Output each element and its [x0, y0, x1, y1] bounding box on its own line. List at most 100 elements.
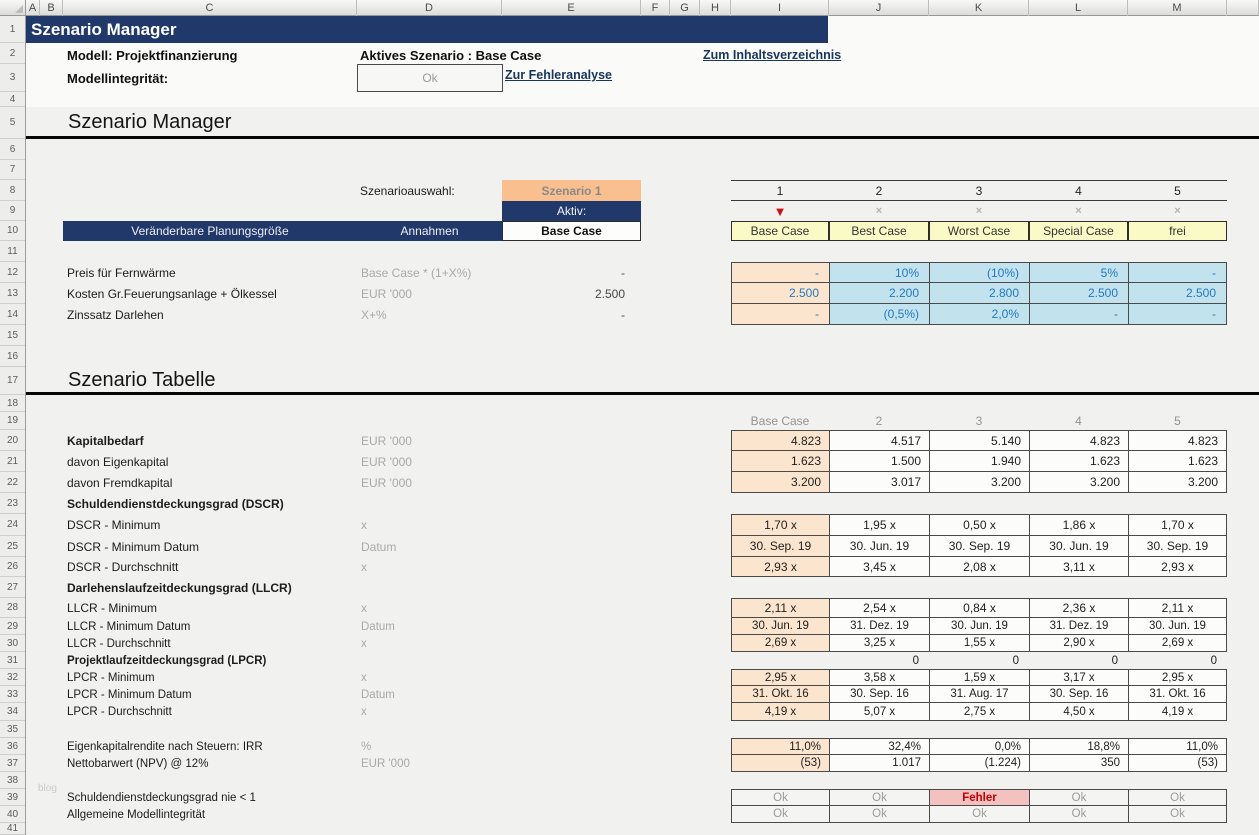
input-cell[interactable]: -: [1128, 262, 1227, 283]
row-header[interactable]: 18: [0, 395, 25, 412]
input-cell[interactable]: 5%: [1029, 262, 1128, 283]
table-value-cell[interactable]: 30. Sep. 16: [1029, 686, 1128, 703]
input-cell[interactable]: 2.800: [929, 283, 1029, 304]
integrity-status-button[interactable]: Ok: [357, 64, 503, 92]
error-analysis-link[interactable]: Zur Fehleranalyse: [505, 68, 612, 82]
scenario-number-cell[interactable]: 5: [1128, 180, 1227, 201]
column-header[interactable]: A: [26, 0, 40, 16]
select-all-corner[interactable]: [0, 0, 26, 16]
scenario-name-cell[interactable]: Worst Case: [929, 221, 1029, 241]
input-cell[interactable]: 2,0%: [929, 304, 1029, 325]
input-cell[interactable]: (0,5%): [829, 304, 929, 325]
input-cell[interactable]: -: [731, 304, 829, 325]
table-value-cell[interactable]: 1,55 x: [929, 635, 1029, 652]
table-value-cell[interactable]: 1.623: [731, 451, 829, 472]
table-value-cell[interactable]: 1.940: [929, 451, 1029, 472]
table-value-cell[interactable]: 2,75 x: [929, 703, 1029, 721]
row-header[interactable]: 31: [0, 652, 25, 669]
table-value-cell[interactable]: 4.517: [829, 430, 929, 451]
status-cell[interactable]: Ok: [1029, 789, 1128, 806]
table-value-cell[interactable]: 4.823: [1128, 430, 1227, 451]
table-value-cell[interactable]: 31. Dez. 19: [829, 618, 929, 635]
input-cell[interactable]: 10%: [829, 262, 929, 283]
column-header[interactable]: K: [929, 0, 1029, 16]
table-value-cell[interactable]: 2,93 x: [1128, 557, 1227, 577]
table-value-cell[interactable]: 1,86 x: [1029, 514, 1128, 536]
row-header[interactable]: 35: [0, 721, 25, 738]
table-value-cell[interactable]: 350: [1029, 755, 1128, 772]
table-value-cell[interactable]: 30. Jun. 19: [829, 536, 929, 557]
table-value-cell[interactable]: (1.224): [929, 755, 1029, 772]
column-header[interactable]: E: [502, 0, 641, 16]
input-cell[interactable]: 2.500: [1128, 283, 1227, 304]
row-header[interactable]: 39: [0, 789, 25, 806]
table-value-cell[interactable]: 3,17 x: [1029, 669, 1128, 686]
table-value-cell[interactable]: 4,19 x: [731, 703, 829, 721]
column-header[interactable]: H: [700, 0, 731, 16]
row-header[interactable]: 5: [0, 107, 25, 139]
table-value-cell[interactable]: 2,11 x: [731, 598, 829, 618]
row-header[interactable]: 15: [0, 325, 25, 346]
table-value-cell[interactable]: 31. Okt. 16: [731, 686, 829, 703]
column-header-partial[interactable]: [1227, 0, 1259, 16]
column-header[interactable]: M: [1128, 0, 1227, 16]
table-value-cell[interactable]: 1.623: [1029, 451, 1128, 472]
table-value-cell[interactable]: 2,90 x: [1029, 635, 1128, 652]
row-header[interactable]: 25: [0, 536, 25, 557]
table-value-cell[interactable]: 30. Jun. 19: [1029, 536, 1128, 557]
row-header[interactable]: 20: [0, 430, 25, 451]
table-value-cell[interactable]: 2,36 x: [1029, 598, 1128, 618]
row-header[interactable]: 19: [0, 412, 25, 430]
table-value-cell[interactable]: 1,70 x: [731, 514, 829, 536]
row-header[interactable]: 28: [0, 598, 25, 618]
scenario-number-cell[interactable]: 4: [1029, 180, 1128, 201]
row-header[interactable]: 8: [0, 180, 25, 201]
row-header[interactable]: 30: [0, 635, 25, 652]
column-header[interactable]: G: [670, 0, 700, 16]
row-header[interactable]: 41: [0, 823, 25, 835]
table-value-cell[interactable]: 30. Sep. 19: [1128, 536, 1227, 557]
table-value-cell[interactable]: 3.200: [731, 472, 829, 493]
status-cell[interactable]: Ok: [1128, 789, 1227, 806]
scenario-name-cell[interactable]: frei: [1128, 221, 1227, 241]
table-value-cell[interactable]: 1.623: [1128, 451, 1227, 472]
status-cell[interactable]: Ok: [731, 806, 829, 823]
input-cell[interactable]: 2.500: [1029, 283, 1128, 304]
table-value-cell[interactable]: 3.200: [1029, 472, 1128, 493]
table-value-cell[interactable]: 4,50 x: [1029, 703, 1128, 721]
row-header[interactable]: 12: [0, 262, 25, 283]
table-value-cell[interactable]: 2,11 x: [1128, 598, 1227, 618]
row-header[interactable]: 13: [0, 283, 25, 304]
table-value-cell[interactable]: 5,07 x: [829, 703, 929, 721]
row-header[interactable]: 17: [0, 367, 25, 395]
status-cell[interactable]: Ok: [1128, 806, 1227, 823]
column-header[interactable]: F: [641, 0, 670, 16]
table-value-cell[interactable]: 1.017: [829, 755, 929, 772]
row-header[interactable]: 38: [0, 772, 25, 789]
input-cell[interactable]: 2.500: [731, 283, 829, 304]
input-cell[interactable]: -: [731, 262, 829, 283]
row-header[interactable]: 2: [0, 43, 25, 64]
table-value-cell[interactable]: 2,54 x: [829, 598, 929, 618]
table-value-cell[interactable]: 3,45 x: [829, 557, 929, 577]
row-header[interactable]: 16: [0, 346, 25, 367]
scenario-name-cell[interactable]: Special Case: [1029, 221, 1128, 241]
scenario-selector-cell[interactable]: Szenario 1: [502, 180, 641, 201]
table-value-cell[interactable]: 30. Jun. 19: [731, 618, 829, 635]
table-value-cell[interactable]: 5.140: [929, 430, 1029, 451]
table-value-cell[interactable]: 0,50 x: [929, 514, 1029, 536]
row-header[interactable]: 1: [0, 16, 25, 43]
row-header[interactable]: 37: [0, 755, 25, 772]
table-value-cell[interactable]: 3.200: [1128, 472, 1227, 493]
row-header[interactable]: 24: [0, 514, 25, 536]
table-value-cell[interactable]: 31. Okt. 16: [1128, 686, 1227, 703]
table-value-cell[interactable]: 3,11 x: [1029, 557, 1128, 577]
zero-value-cell[interactable]: 0: [1111, 654, 1118, 667]
status-cell[interactable]: Ok: [829, 789, 929, 806]
row-header[interactable]: 36: [0, 738, 25, 755]
table-value-cell[interactable]: 2,69 x: [1128, 635, 1227, 652]
status-cell[interactable]: Ok: [829, 806, 929, 823]
base-value-cell[interactable]: -: [621, 265, 625, 280]
table-value-cell[interactable]: 4,19 x: [1128, 703, 1227, 721]
row-header[interactable]: 4: [0, 92, 25, 107]
